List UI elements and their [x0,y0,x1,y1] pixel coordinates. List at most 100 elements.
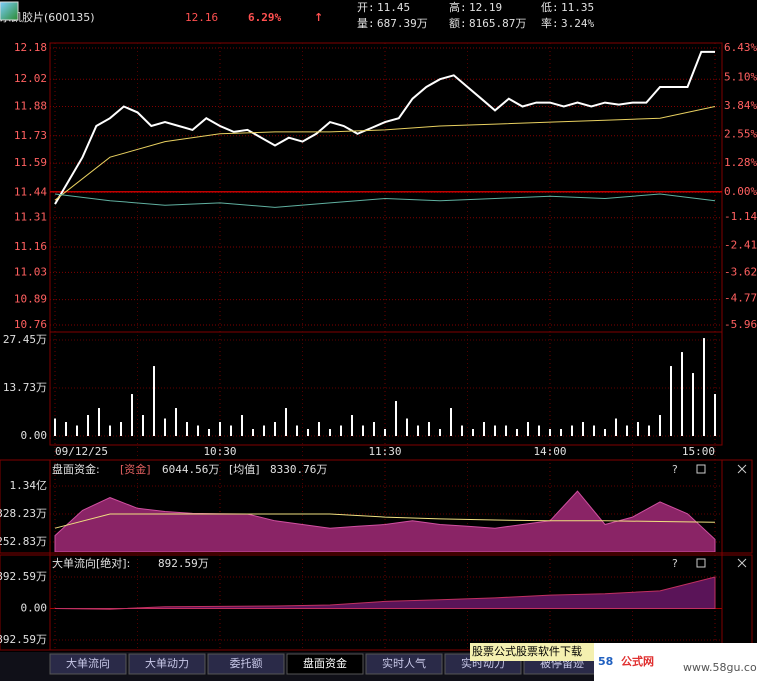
volume-bar [439,429,441,436]
close-button[interactable] [737,464,747,474]
volume-bar [593,425,595,436]
volume-bar [417,425,419,436]
x-tick-label: 09/12/25 [55,445,108,458]
y-tick-label: 10.89 [14,293,47,306]
volume-bar [263,425,265,436]
volume-bar [582,422,584,436]
y-tick-label: 12.02 [14,72,47,85]
volume-bar [175,408,177,436]
volume-bar [505,425,507,436]
x-tick-label: 15:00 [682,445,715,458]
volume-bar [373,422,375,436]
y-tick-label: 11.44 [14,185,47,198]
stat-label: 低: [541,1,559,14]
volume-bar [571,425,573,436]
tab-label[interactable]: 委托额 [230,656,263,670]
y-tick-label: 1.34亿 [10,479,48,492]
volume-bar [351,415,353,436]
tab[interactable] [49,653,127,675]
volume-bar [142,415,144,436]
price-plot [54,50,716,208]
capital-value: 8330.76万 [270,463,327,476]
y-tick-label: 892.59万 [0,633,47,646]
volume-bar [164,418,166,436]
y-tick-label: 11.59 [14,156,47,169]
volume-bar [659,415,661,436]
tab-label[interactable]: 盘面资金 [303,656,347,670]
tab-label[interactable]: 大单动力 [145,656,189,670]
tab[interactable] [207,653,285,675]
volume-bar [285,408,287,436]
tab[interactable] [365,653,443,675]
close-button[interactable] [737,558,747,568]
y2-tick-label: 3.84% [724,99,757,112]
volume-bar [637,422,639,436]
price: 12.16 [185,11,218,24]
volume-bar [153,366,155,436]
maximize-button[interactable] [696,558,706,568]
volume-bar [395,401,397,436]
y2-tick-label: 6.43% [724,41,757,54]
help-button[interactable]: ? [672,557,678,570]
y-tick-label: 11.88 [14,100,47,113]
y-tick-label: 10.76 [14,318,47,331]
y-tick-label: 11.31 [14,211,47,224]
y-tick-label: 892.59万 [0,570,47,583]
change: 6.29% [248,11,281,24]
logo-text: 公式网 [621,654,654,668]
order-title: 大单流向[绝对]: [52,556,130,570]
logo-bg [594,643,757,681]
help-button[interactable]: ? [672,463,678,476]
stat-value: 11.45 [377,1,410,14]
volume-bar [54,418,56,436]
order-frame [0,554,753,651]
tab[interactable] [128,653,206,675]
volume-bar [560,429,562,436]
volume-bar [131,394,133,436]
logo-url: www.58gu.com [683,661,757,674]
volume-bar [208,429,210,436]
stat-label: 高: [449,0,467,14]
volume-bar [241,415,243,436]
y-tick-label: 328.23万 [0,507,47,520]
capital-frame [0,459,753,554]
capital-title: 盘面资金: [52,462,100,476]
tab[interactable] [286,653,364,675]
maximize-button[interactable] [696,464,706,474]
volume-bar [219,422,221,436]
tab-label[interactable]: 实时人气 [382,656,426,670]
x-tick-label: 14:00 [533,445,566,458]
volume-bar [318,422,320,436]
volume-bar [186,422,188,436]
stat-label: 额: [449,17,467,30]
tab-label[interactable]: 大单流向 [66,656,110,670]
stat-value: 3.24% [561,17,594,30]
volume-bar [615,418,617,436]
volume-bar [472,429,474,436]
volume-bar [109,425,111,436]
y2-tick-label: -2.41% [724,239,757,252]
capital-tag: [资金] [120,462,151,476]
volume-bar [626,425,628,436]
y2-tick-label: -1.14% [724,210,757,223]
x-tick-label: 11:30 [368,445,401,458]
stat-value: 11.35 [561,1,594,14]
y-tick-label: 11.73 [14,129,47,142]
volume-bar [714,394,716,436]
y-tick-label: 27.45万 [3,333,47,346]
volume-bar [450,408,452,436]
order-area [54,576,716,610]
main-frame [49,42,723,446]
y2-tick-label: 5.10% [724,71,757,84]
y-tick-label: 12.18 [14,41,47,54]
volume-bar [527,422,529,436]
y-tick-label: 13.73万 [3,381,47,394]
stat-value: 8165.87万 [469,17,526,30]
stock-name: 乐凯胶片(600135) [0,10,95,24]
capital-tag: [均值] [229,463,260,476]
volume-bar [494,425,496,436]
y2-tick-label: -3.62% [724,266,757,279]
y2-tick-label: -5.96% [724,318,757,331]
